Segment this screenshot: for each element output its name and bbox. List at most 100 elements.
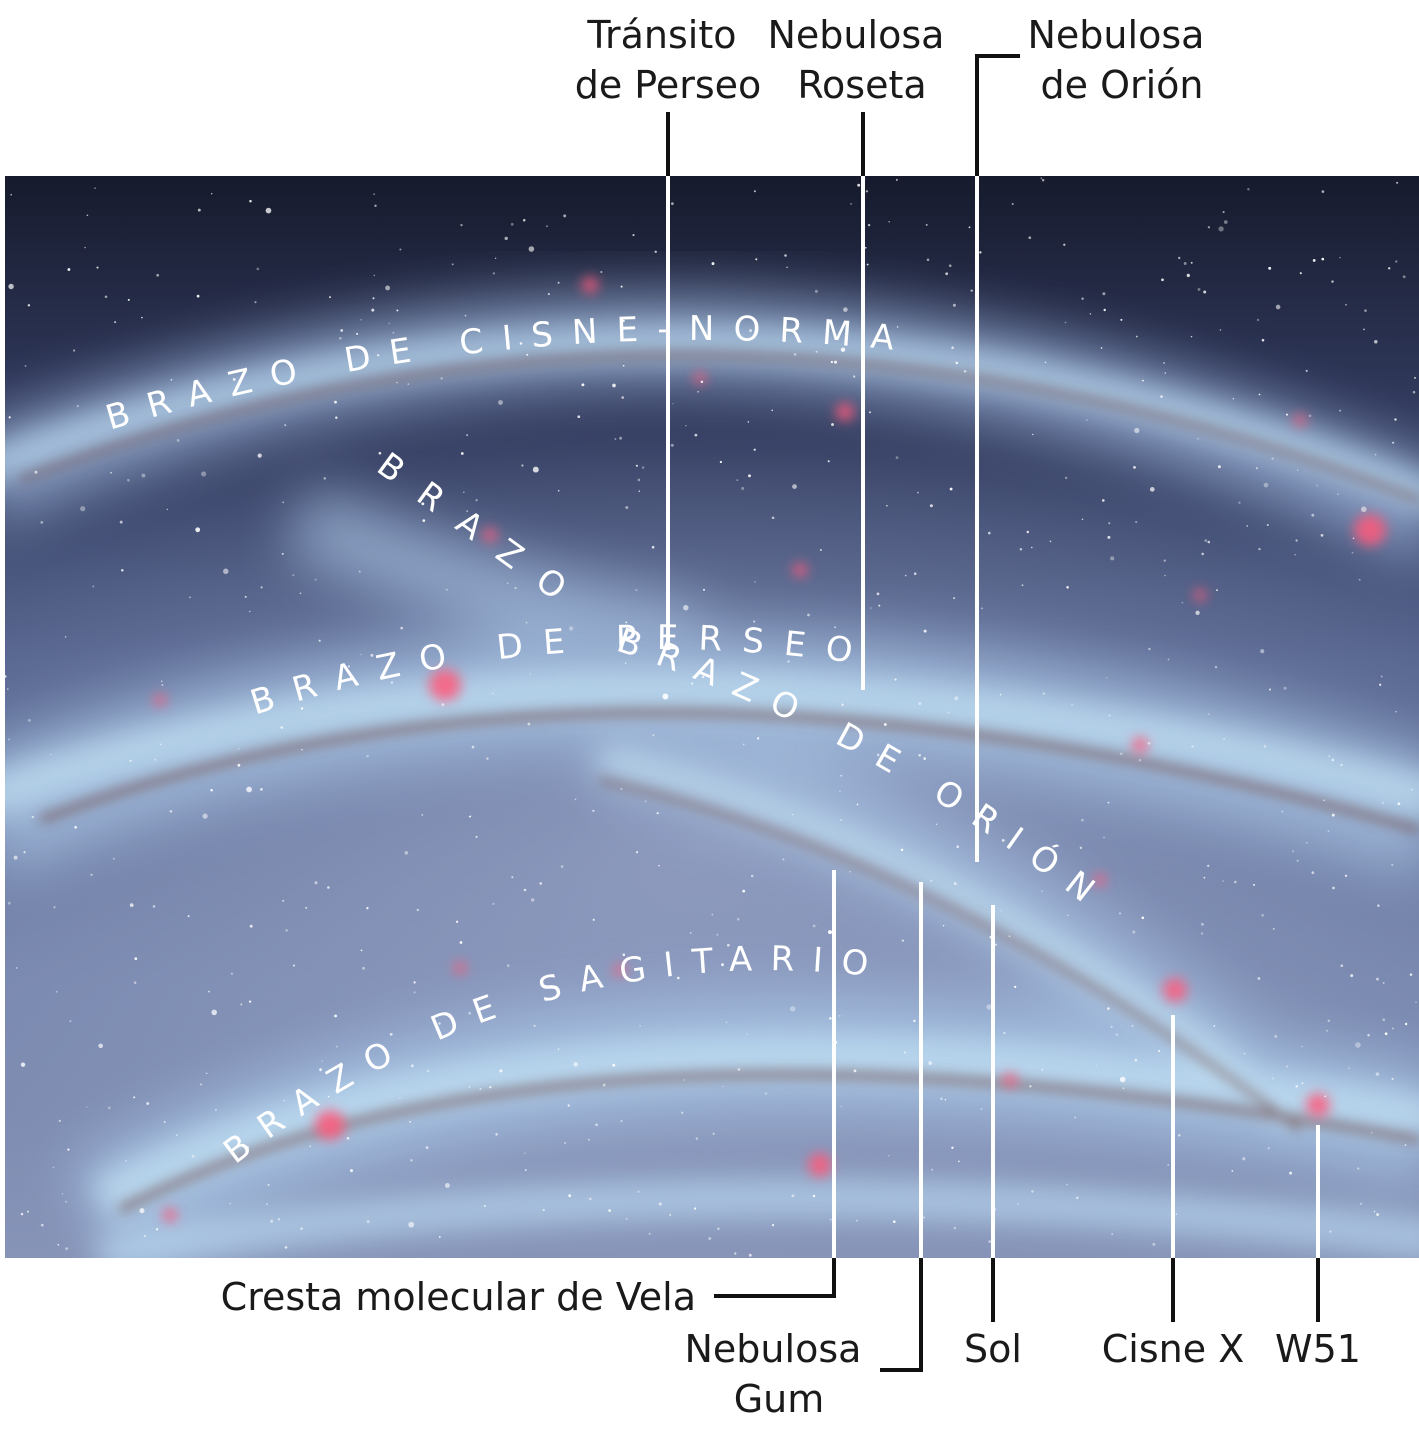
star <box>166 508 169 511</box>
star <box>1294 553 1297 556</box>
star <box>1177 256 1181 260</box>
star <box>107 1106 111 1110</box>
star <box>814 289 818 293</box>
star <box>1086 419 1088 421</box>
star <box>612 1063 616 1067</box>
star <box>373 274 376 277</box>
star <box>1374 453 1377 456</box>
star <box>1327 1019 1331 1022</box>
star <box>410 1064 414 1068</box>
star <box>621 396 624 399</box>
star <box>1375 1072 1380 1076</box>
star <box>1208 713 1210 715</box>
star <box>1243 1052 1246 1055</box>
star <box>888 220 890 223</box>
star <box>409 1120 412 1123</box>
star <box>1376 1213 1380 1216</box>
star <box>408 1221 415 1228</box>
star <box>499 1069 503 1073</box>
star <box>620 285 623 288</box>
star <box>90 873 93 876</box>
star <box>923 629 927 633</box>
star <box>1175 1213 1178 1216</box>
star <box>1207 540 1211 544</box>
star <box>531 898 535 902</box>
star <box>455 920 459 923</box>
star <box>459 941 463 944</box>
star <box>792 484 797 489</box>
star <box>451 263 454 266</box>
star <box>1289 1171 1293 1175</box>
star <box>282 899 285 902</box>
star <box>378 451 382 455</box>
star <box>1339 409 1342 412</box>
star <box>504 236 508 241</box>
star <box>592 809 595 813</box>
star <box>1257 977 1261 980</box>
star <box>8 416 11 419</box>
star <box>1106 677 1108 679</box>
star <box>560 865 564 868</box>
star <box>791 813 794 816</box>
star <box>523 888 527 892</box>
star <box>119 520 123 524</box>
star <box>994 943 997 946</box>
star <box>1203 290 1207 294</box>
star <box>23 851 26 854</box>
star <box>438 1235 441 1238</box>
star <box>953 882 957 886</box>
star <box>1363 328 1365 331</box>
star <box>1019 548 1023 551</box>
star <box>327 886 330 889</box>
star <box>1190 261 1193 264</box>
star <box>896 326 899 328</box>
star <box>244 595 247 598</box>
star <box>1147 742 1151 745</box>
star <box>875 337 879 340</box>
star <box>356 332 359 335</box>
star <box>280 726 283 729</box>
label-gum-nebula: Nebulosa Gum <box>685 1327 874 1421</box>
star <box>830 360 834 364</box>
star <box>980 1107 983 1111</box>
star <box>1395 710 1397 713</box>
star <box>625 506 629 510</box>
star <box>254 301 257 304</box>
star <box>1340 763 1343 767</box>
star <box>742 743 745 746</box>
star <box>1345 303 1347 306</box>
star <box>567 1104 570 1107</box>
star <box>260 586 263 589</box>
star <box>86 1106 88 1108</box>
star <box>1391 1027 1394 1030</box>
star <box>445 588 448 591</box>
star <box>1260 649 1265 654</box>
star <box>637 478 641 482</box>
star <box>1064 321 1067 324</box>
star <box>141 316 143 319</box>
star <box>1404 1144 1407 1146</box>
star <box>421 814 424 816</box>
star <box>1323 799 1325 802</box>
star <box>1134 427 1140 434</box>
star <box>127 478 130 482</box>
star <box>206 1072 208 1075</box>
star <box>1204 539 1208 542</box>
star <box>918 702 922 706</box>
star <box>1183 262 1187 265</box>
star <box>335 416 338 419</box>
star <box>1295 539 1298 542</box>
star <box>292 964 295 967</box>
star <box>685 424 687 427</box>
star <box>1396 181 1399 184</box>
star <box>230 972 233 975</box>
star <box>284 424 287 427</box>
star <box>755 258 758 261</box>
star <box>396 309 399 312</box>
star <box>568 1194 572 1198</box>
star <box>619 436 623 440</box>
star <box>1079 846 1083 850</box>
star <box>362 966 365 970</box>
star <box>1001 838 1005 842</box>
star <box>843 307 848 312</box>
